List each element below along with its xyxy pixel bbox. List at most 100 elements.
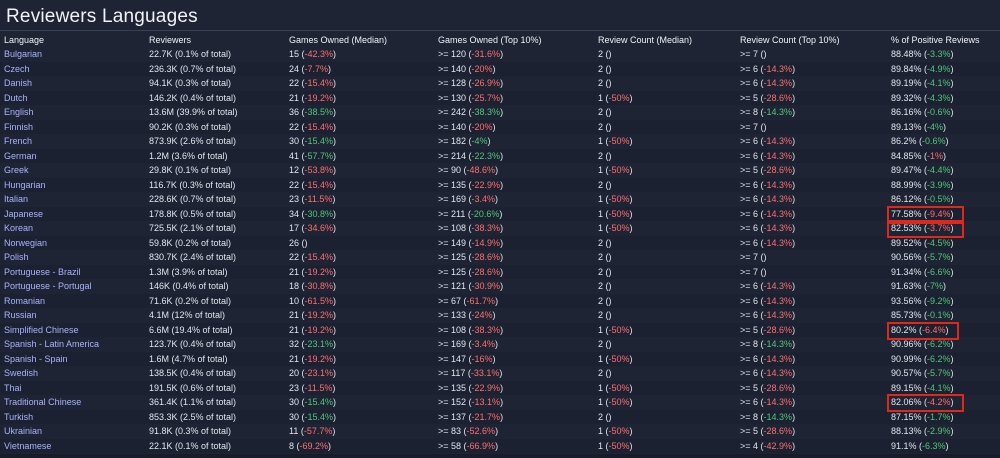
- games-owned-top10-change: -48.6%: [466, 165, 496, 176]
- language-link[interactable]: Polish: [0, 250, 145, 265]
- language-link[interactable]: Russian: [0, 308, 145, 323]
- games-owned-median-value: 20: [289, 368, 300, 379]
- review-count-median-value-group: 1 (-50%): [598, 136, 633, 147]
- positive-reviews-change: -4.4%: [927, 165, 951, 176]
- language-link[interactable]: Swedish: [0, 366, 145, 381]
- column-header-review-count-median[interactable]: Review Count (Median): [598, 34, 693, 45]
- table-row: German 1.2M (3.6% of total) 41 (-57.7%) >= …: [0, 148, 1000, 163]
- games-owned-median-value: 22: [289, 121, 300, 132]
- positive-reviews-value: 77.58%: [891, 208, 922, 219]
- language-link[interactable]: Korean: [0, 221, 145, 236]
- language-link[interactable]: German: [0, 148, 145, 163]
- language-link[interactable]: Danish: [0, 76, 145, 91]
- review-count-top10-cell: >= 7 (): [736, 264, 887, 279]
- column-header-games-owned-median[interactable]: Games Owned (Median): [289, 34, 388, 45]
- language-link[interactable]: English: [0, 105, 145, 120]
- positive-reviews-cell: 91.63% (-7%): [887, 279, 1000, 294]
- positive-reviews-value: 86.12%: [891, 194, 922, 205]
- language-link[interactable]: Spanish - Latin America: [0, 337, 145, 352]
- review-count-top10-cell: >= 8 (-14.3%): [736, 337, 887, 352]
- positive-reviews-value: 89.47%: [891, 165, 922, 176]
- language-link[interactable]: Italian: [0, 192, 145, 207]
- review-count-median-change: -50%: [608, 194, 630, 205]
- review-count-median-value: 1: [598, 136, 604, 147]
- games-owned-top10-value: >= 83: [438, 426, 462, 437]
- language-link[interactable]: Turkish: [0, 409, 145, 424]
- review-count-median-value: 1: [598, 194, 604, 205]
- games-owned-top10-change: -22.3%: [471, 150, 501, 161]
- review-count-median-cell: 1 (-50%): [594, 163, 736, 178]
- table-row: Italian 228.6K (0.7% of total) 23 (-11.5%)…: [0, 192, 1000, 207]
- games-owned-median-value-group: 22 (-15.4%): [289, 179, 337, 190]
- games-owned-top10-cell: >= 108 (-38.3%): [434, 221, 594, 236]
- language-link[interactable]: Portuguese - Brazil: [0, 264, 145, 279]
- review-count-median-cell: 2 (): [594, 61, 736, 76]
- games-owned-top10-change: -33.1%: [470, 368, 500, 379]
- positive-reviews-cell: 91.1% (-6.3%): [887, 438, 1000, 453]
- games-owned-median-cell: 30 (-15.4%): [285, 395, 434, 410]
- column-header-reviewers[interactable]: Reviewers: [149, 34, 192, 45]
- review-count-median-cell: 2 (): [594, 250, 736, 265]
- review-count-median-cell: 1 (-50%): [594, 221, 736, 236]
- review-count-top10-cell: >= 5 (-28.6%): [736, 90, 887, 105]
- review-count-top10-value-group: >= 8 (-14.3%): [740, 411, 796, 422]
- review-count-top10-change: -14.3%: [763, 237, 793, 248]
- review-count-median-change: -50%: [608, 208, 630, 219]
- column-header-review-count-top10[interactable]: Review Count (Top 10%): [740, 34, 840, 45]
- review-count-top10-value: >= 7: [740, 121, 759, 132]
- games-owned-top10-value: >= 125: [438, 266, 467, 277]
- positive-reviews-value: 89.84%: [891, 63, 922, 74]
- language-link[interactable]: Czech: [0, 61, 145, 76]
- games-owned-top10-change: -22.9%: [471, 382, 501, 393]
- games-owned-median-value: 24: [289, 63, 300, 74]
- language-link[interactable]: Hungarian: [0, 177, 145, 192]
- language-link[interactable]: Japanese: [0, 206, 145, 221]
- games-owned-top10-value-group: >= 149 (-14.9%): [438, 237, 504, 248]
- language-link[interactable]: Spanish - Spain: [0, 351, 145, 366]
- review-count-median-value: 2: [598, 339, 604, 350]
- language-link[interactable]: Portuguese - Portugal: [0, 279, 145, 294]
- games-owned-median-cell: 17 (-34.6%): [285, 221, 434, 236]
- review-count-median-value: 2: [598, 295, 604, 306]
- language-link[interactable]: Dutch: [0, 90, 145, 105]
- positive-reviews-cell: 90.56% (-5.7%): [887, 250, 1000, 265]
- games-owned-median-value: 26: [289, 237, 300, 248]
- reviewers-cell: 116.7K (0.3% of total): [145, 177, 285, 192]
- positive-reviews-value-group: 89.84% (-4.9%): [891, 63, 954, 74]
- positive-reviews-cell: 93.56% (-9.2%): [887, 293, 1000, 308]
- positive-reviews-value: 85.73%: [891, 310, 922, 321]
- review-count-median-cell: 2 (): [594, 177, 736, 192]
- positive-reviews-cell: 90.99% (-6.2%): [887, 351, 1000, 366]
- reviewers-cell: 146.2K (0.4% of total): [145, 90, 285, 105]
- language-link[interactable]: Greek: [0, 163, 145, 178]
- review-count-median-cell: 1 (-50%): [594, 395, 736, 410]
- language-link[interactable]: Simplified Chinese: [0, 322, 145, 337]
- review-count-top10-value: >= 6: [740, 63, 759, 74]
- review-count-median-cell: 2 (): [594, 279, 736, 294]
- language-link[interactable]: Finnish: [0, 119, 145, 134]
- column-header-language[interactable]: Language: [4, 34, 45, 45]
- column-header-games-owned-top10[interactable]: Games Owned (Top 10%): [438, 34, 542, 45]
- review-count-median-value: 2: [598, 78, 604, 89]
- review-count-top10-value-group: >= 6 (-14.3%): [740, 150, 796, 161]
- review-count-median-cell: 2 (): [594, 337, 736, 352]
- language-link[interactable]: Romanian: [0, 293, 145, 308]
- language-link[interactable]: Vietnamese: [0, 438, 145, 453]
- positive-reviews-change: -3.3%: [927, 49, 951, 60]
- review-count-median-value-group: 2 (): [598, 63, 612, 74]
- games-owned-top10-cell: >= 140 (-20%): [434, 61, 594, 76]
- language-link[interactable]: Ukrainian: [0, 424, 145, 439]
- games-owned-median-value-group: 8 (-69.2%): [289, 440, 332, 451]
- review-count-top10-cell: >= 6 (-14.3%): [736, 351, 887, 366]
- column-header-positive-reviews[interactable]: % of Positive Reviews: [891, 34, 980, 45]
- language-link[interactable]: Norwegian: [0, 235, 145, 250]
- review-count-top10-change: -14.3%: [763, 339, 793, 350]
- games-owned-median-cell: 34 (-30.8%): [285, 206, 434, 221]
- language-link[interactable]: Thai: [0, 380, 145, 395]
- review-count-top10-change: -14.3%: [763, 223, 793, 234]
- language-link[interactable]: Traditional Chinese: [0, 395, 145, 410]
- games-owned-top10-cell: >= 128 (-26.9%): [434, 76, 594, 91]
- review-count-top10-value-group: >= 5 (-28.6%): [740, 324, 796, 335]
- language-link[interactable]: French: [0, 134, 145, 149]
- language-link[interactable]: Bulgarian: [0, 47, 145, 62]
